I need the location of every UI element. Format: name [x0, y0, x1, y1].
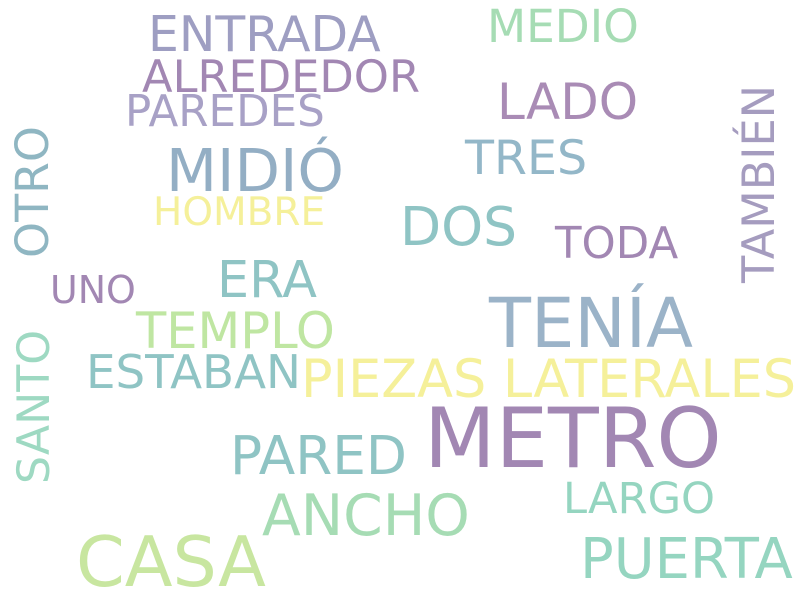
- word-puerta: PUERTA: [580, 526, 793, 592]
- word-tambien: TAMBIÉN: [732, 85, 785, 283]
- word-ancho: ANCHO: [262, 483, 470, 550]
- word-otro: OTRO: [5, 126, 59, 258]
- word-entrada: ENTRADA: [148, 5, 381, 63]
- word-toda: TODA: [555, 218, 679, 269]
- word-hombre: HOMBRE: [153, 189, 326, 235]
- word-metro: METRO: [424, 389, 722, 487]
- word-tenia: TENÍA: [489, 284, 693, 365]
- word-estaban: ESTABAN: [86, 345, 302, 400]
- word-largo: LARGO: [563, 473, 716, 524]
- word-lado: LADO: [497, 73, 639, 131]
- word-templo: TEMPLO: [136, 302, 335, 360]
- word-tres: TRES: [465, 130, 588, 186]
- word-midio: MIDIÓ: [166, 136, 344, 206]
- word-piezas-laterales: PIEZAS LATERALES: [301, 348, 797, 410]
- word-pared: PARED: [230, 425, 407, 488]
- word-paredes: PAREDES: [125, 87, 325, 138]
- word-uno: UNO: [50, 268, 136, 313]
- word-dos: DOS: [400, 195, 518, 259]
- word-era: ERA: [217, 250, 317, 310]
- word-alrededor: ALREDEDOR: [142, 50, 421, 103]
- word-casa: CASA: [76, 521, 266, 600]
- word-santo: SANTO: [9, 329, 60, 484]
- word-medio: MEDIO: [487, 0, 639, 53]
